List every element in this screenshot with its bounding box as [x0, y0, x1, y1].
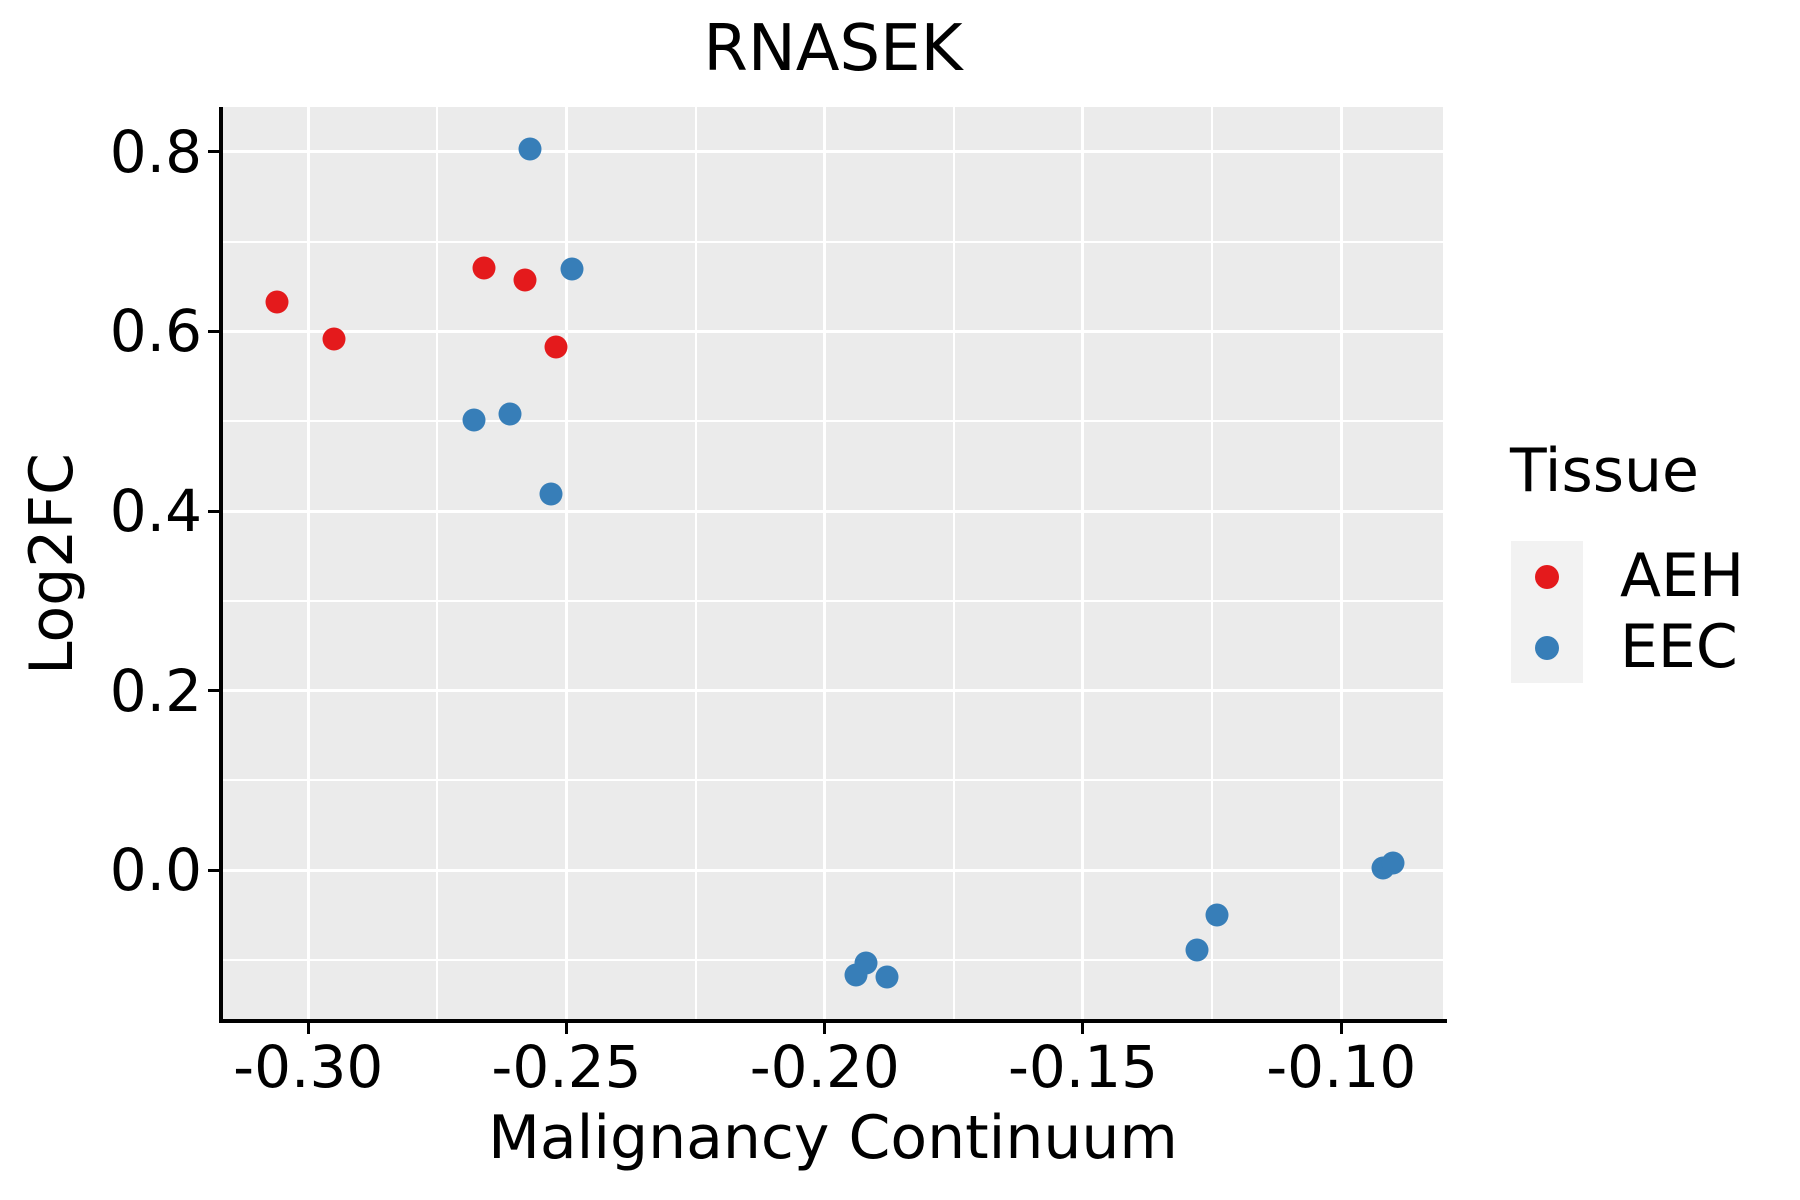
x-tick-label: -0.10	[1266, 1033, 1417, 1101]
legend-label-aeh: AEH	[1620, 541, 1745, 611]
x-minor-gridline	[952, 107, 955, 1019]
x-axis-line	[219, 1019, 1447, 1023]
y-tick-mark	[208, 509, 219, 513]
x-tick-mark	[306, 1023, 310, 1034]
y-tick-label: 0.6	[109, 297, 202, 366]
y-tick-label: 0.0	[109, 836, 202, 905]
legend-label-eec: EEC	[1620, 612, 1738, 682]
y-major-gridline	[223, 689, 1443, 693]
x-tick-label: -0.20	[749, 1033, 900, 1101]
data-point-eec	[518, 137, 542, 161]
legend-key-background	[1511, 541, 1583, 683]
x-major-gridline	[1339, 107, 1343, 1019]
x-tick-mark	[1081, 1023, 1085, 1034]
y-tick-label: 0.4	[109, 477, 202, 546]
data-point-aeh	[322, 327, 346, 351]
y-minor-gridline	[223, 959, 1443, 962]
data-point-eec	[560, 257, 584, 281]
eec-dot-icon	[1535, 635, 1559, 660]
x-minor-gridline	[694, 107, 697, 1019]
data-point-eec	[539, 482, 563, 506]
legend: Tissue AEH EEC	[1510, 436, 1800, 683]
plot-title: RNASEK	[703, 12, 963, 86]
x-major-gridline	[823, 107, 827, 1019]
x-major-gridline	[306, 107, 310, 1019]
y-tick-label: 0.8	[109, 117, 202, 186]
y-major-gridline	[223, 150, 1443, 154]
x-tick-label: -0.30	[233, 1033, 384, 1101]
x-axis-title: Malignancy Continuum	[488, 1103, 1178, 1173]
x-minor-gridline	[1211, 107, 1214, 1019]
y-major-gridline	[223, 509, 1443, 513]
y-tick-label: 0.2	[109, 656, 202, 725]
x-major-gridline	[564, 107, 568, 1019]
y-major-gridline	[223, 868, 1443, 872]
y-tick-mark	[208, 150, 219, 154]
y-minor-gridline	[223, 240, 1443, 243]
data-point-eec	[462, 408, 485, 431]
x-tick-mark	[564, 1023, 568, 1034]
plot-panel	[223, 107, 1443, 1019]
x-tick-mark	[823, 1023, 827, 1034]
data-point-eec	[1205, 903, 1229, 927]
legend-title: Tissue	[1510, 436, 1699, 506]
y-tick-mark	[208, 689, 219, 693]
data-point-eec	[1381, 851, 1405, 875]
y-axis-line	[219, 107, 223, 1023]
data-point-eec	[875, 965, 899, 989]
x-tick-label: -0.25	[491, 1033, 642, 1101]
data-point-aeh	[544, 335, 568, 359]
aeh-dot-icon	[1535, 564, 1559, 589]
x-tick-mark	[1339, 1023, 1343, 1034]
y-tick-mark	[208, 868, 219, 872]
legend-key-eec	[1511, 612, 1583, 683]
y-axis-title: Log2FC	[17, 453, 87, 675]
y-minor-gridline	[223, 779, 1443, 782]
x-tick-label: -0.15	[1007, 1033, 1159, 1101]
data-point-eec	[1185, 938, 1209, 962]
y-minor-gridline	[223, 420, 1443, 423]
legend-key-aeh	[1511, 541, 1583, 612]
y-tick-mark	[208, 329, 219, 333]
data-point-eec	[498, 402, 522, 426]
data-point-aeh	[265, 290, 289, 314]
y-major-gridline	[223, 329, 1443, 333]
y-minor-gridline	[223, 599, 1443, 602]
data-point-aeh	[513, 268, 537, 292]
x-major-gridline	[1081, 107, 1085, 1019]
data-point-aeh	[472, 256, 496, 280]
data-point-eec	[854, 951, 878, 975]
x-minor-gridline	[436, 107, 439, 1019]
